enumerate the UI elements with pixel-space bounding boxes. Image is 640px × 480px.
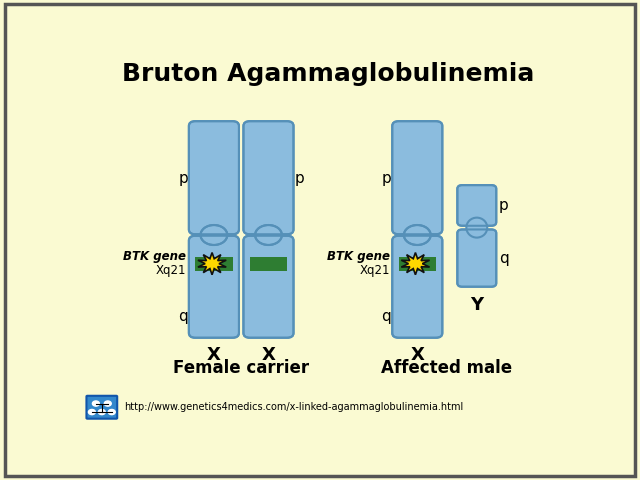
Text: X: X	[410, 346, 424, 364]
Text: p: p	[294, 170, 304, 186]
Circle shape	[104, 401, 111, 406]
Ellipse shape	[404, 225, 431, 245]
Text: http://www.genetics4medics.com/x-linked-agammaglobulinemia.html: http://www.genetics4medics.com/x-linked-…	[124, 402, 463, 412]
FancyBboxPatch shape	[189, 121, 239, 234]
Text: Female carrier: Female carrier	[173, 359, 309, 377]
Text: p: p	[381, 170, 391, 186]
Polygon shape	[198, 252, 226, 275]
Text: Y: Y	[470, 296, 483, 314]
Text: Affected male: Affected male	[381, 359, 513, 377]
Bar	[195, 257, 232, 271]
Text: Xq21: Xq21	[359, 264, 390, 277]
Polygon shape	[401, 252, 429, 275]
Circle shape	[99, 409, 106, 415]
Ellipse shape	[467, 217, 487, 238]
FancyBboxPatch shape	[189, 236, 239, 338]
Text: BTK gene: BTK gene	[124, 251, 186, 264]
Text: Xq21: Xq21	[156, 264, 186, 277]
Text: q: q	[381, 309, 391, 324]
Circle shape	[88, 409, 95, 415]
FancyBboxPatch shape	[458, 185, 496, 226]
FancyBboxPatch shape	[458, 229, 496, 287]
FancyBboxPatch shape	[392, 121, 442, 234]
Circle shape	[108, 409, 115, 415]
FancyBboxPatch shape	[243, 236, 294, 338]
Text: Bruton Agammaglobulinemia: Bruton Agammaglobulinemia	[122, 62, 534, 86]
Bar	[250, 257, 287, 271]
Text: q: q	[178, 309, 188, 324]
Text: p: p	[178, 170, 188, 186]
Bar	[399, 257, 436, 271]
FancyBboxPatch shape	[392, 236, 442, 338]
Text: BTK gene: BTK gene	[327, 251, 390, 264]
Text: X: X	[262, 346, 275, 364]
Text: X: X	[207, 346, 221, 364]
Ellipse shape	[255, 225, 282, 245]
FancyBboxPatch shape	[243, 121, 294, 234]
Circle shape	[92, 401, 99, 406]
FancyBboxPatch shape	[86, 396, 117, 419]
Text: p: p	[499, 198, 509, 213]
Ellipse shape	[200, 225, 227, 245]
Text: q: q	[499, 251, 509, 265]
